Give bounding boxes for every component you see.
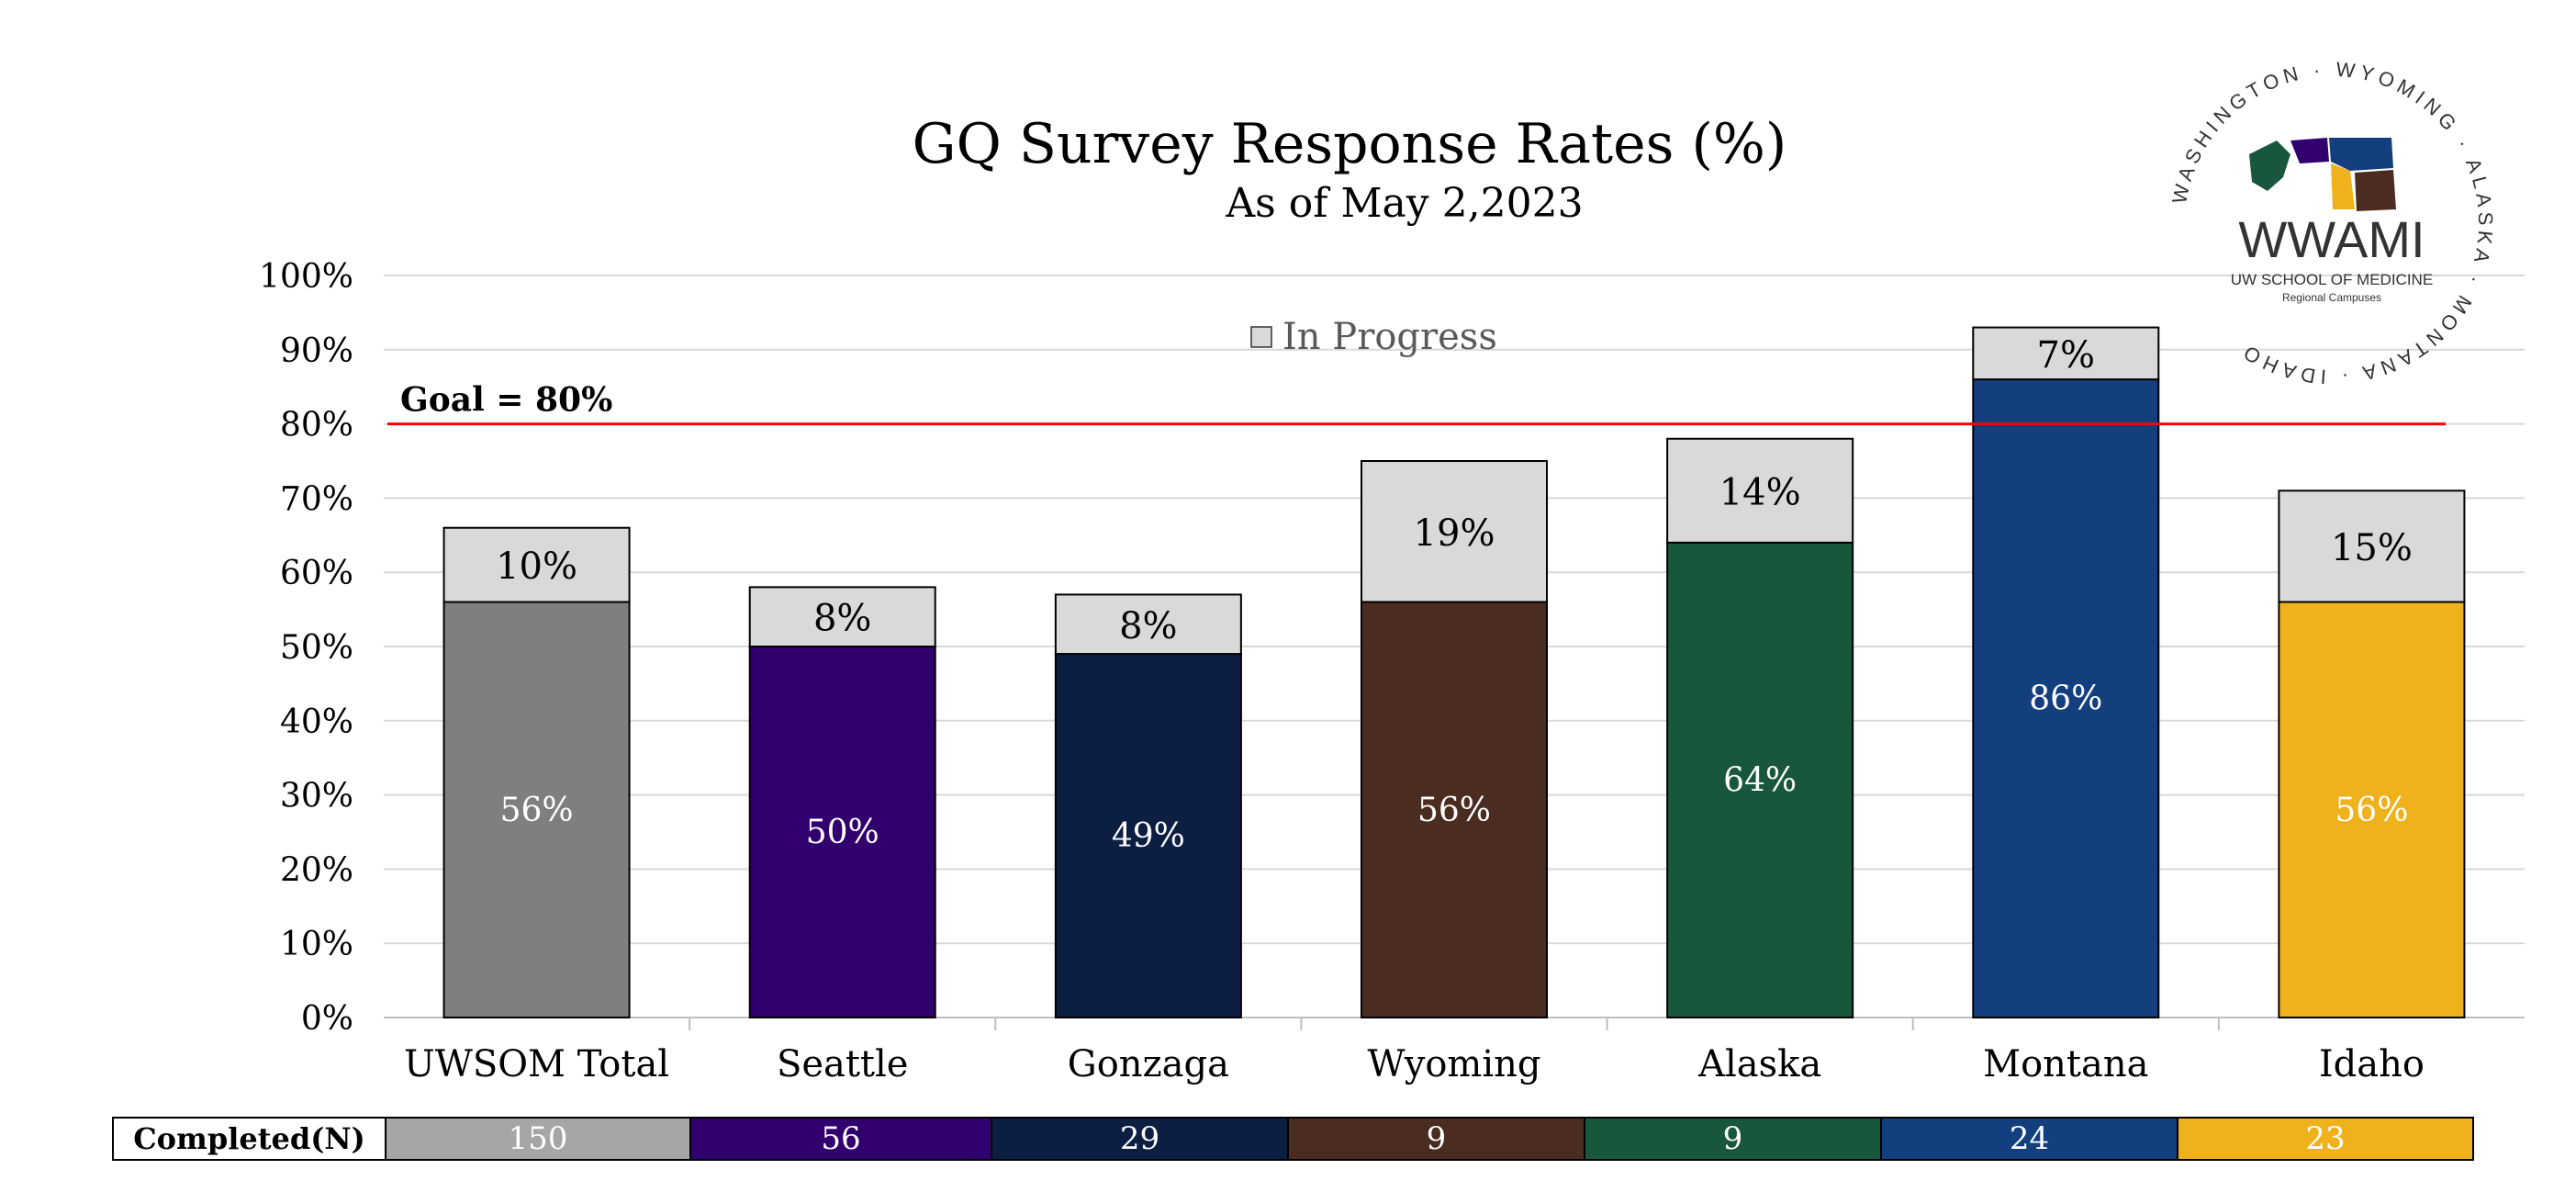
- y-tick-label: 60%: [280, 555, 353, 592]
- completed-count-cell: 23: [2177, 1119, 2472, 1159]
- data-label-in-progress: 8%: [1119, 605, 1177, 647]
- x-tick-label: UWSOM Total: [404, 1043, 669, 1085]
- data-label-in-progress: 10%: [496, 545, 577, 588]
- bar-completed: [1666, 541, 1854, 1018]
- x-tick-label: Gonzaga: [1068, 1043, 1229, 1085]
- y-tick-label: 50%: [280, 629, 353, 667]
- y-tick-label: 100%: [259, 258, 353, 296]
- bars: 56% 10% 50% 8% 49% 8% 56% 19% 64% 14% 86% 7% 56% 15%: [442, 326, 2466, 1019]
- legend-label-in-progress: In Progress: [1282, 316, 1497, 358]
- data-label-completed: 56%: [2335, 792, 2408, 829]
- y-tick-label: 90%: [280, 332, 353, 370]
- completed-label: Completed(N): [133, 1121, 365, 1156]
- completed-count-cell: 56: [689, 1119, 991, 1159]
- y-tick-label: 0%: [301, 1000, 353, 1038]
- y-tick-label: 30%: [280, 778, 353, 815]
- data-label-completed: 64%: [1723, 761, 1797, 799]
- x-tick-label: Wyoming: [1367, 1043, 1540, 1085]
- y-axis: 0% 10% 20% 30% 40% 50% 60% 70% 80% 90% 100%: [259, 258, 353, 1038]
- x-axis: UWSOM Total Seattle Gonzaga Wyoming Alaska Mo…: [404, 1018, 2425, 1085]
- completed-count-cell: 150: [385, 1119, 689, 1159]
- y-tick-label: 80%: [280, 407, 353, 444]
- svg-text:UW SCHOOL OF MEDICINE: UW SCHOOL OF MEDICINE: [2231, 271, 2433, 288]
- completed-count-cell: 24: [1880, 1119, 2177, 1159]
- completed-count-cell: 9: [1584, 1119, 1880, 1159]
- data-label-in-progress: 14%: [1719, 471, 1801, 513]
- bar-in-progress: [1972, 326, 2160, 381]
- completed-count-cell: 9: [1287, 1119, 1584, 1159]
- bar-completed: [2278, 601, 2466, 1019]
- y-tick-label: 10%: [280, 926, 353, 963]
- bar-completed: [1972, 378, 2160, 1018]
- y-tick-label: 40%: [280, 703, 353, 741]
- goal-label: Goal = 80%: [400, 381, 612, 420]
- data-label-completed: 86%: [2029, 680, 2102, 718]
- legend: In Progress: [1250, 316, 1497, 358]
- bar-in-progress: [1361, 460, 1548, 603]
- bar-completed: [1054, 653, 1242, 1019]
- bar-in-progress: [1666, 437, 1854, 544]
- data-label-completed: 50%: [806, 814, 879, 851]
- y-tick-label: 20%: [280, 851, 353, 889]
- goal-line-group: Goal = 80%: [387, 381, 2446, 426]
- legend-swatch: [1250, 326, 1272, 348]
- data-label-completed: 56%: [1417, 792, 1491, 829]
- y-tick-label: 70%: [280, 480, 353, 518]
- x-tick-label: Montana: [1983, 1043, 2148, 1085]
- svg-text:Regional Campuses: Regional Campuses: [2282, 291, 2381, 304]
- data-label-in-progress: 7%: [2037, 334, 2095, 377]
- data-label-in-progress: 19%: [1414, 512, 1495, 555]
- bar-in-progress: [1054, 593, 1242, 656]
- x-tick-label: Idaho: [2319, 1043, 2425, 1085]
- svg-text:WWAMI: WWAMI: [2238, 210, 2425, 268]
- data-label-in-progress: 8%: [813, 598, 871, 640]
- chart-title: GQ Survey Response Rates (%): [913, 112, 1787, 176]
- data-label-completed: 56%: [500, 792, 574, 829]
- data-label-in-progress: 15%: [2331, 527, 2413, 569]
- bar-completed: [748, 646, 936, 1018]
- wwami-logo: WASHINGTON · WYOMING · ALASKA · MONTANA …: [2162, 53, 2502, 393]
- chart-subtitle: As of May 2,2023: [1225, 180, 1583, 227]
- bar-in-progress: [442, 526, 631, 603]
- bar-completed: [1361, 601, 1548, 1019]
- bar-in-progress: [748, 586, 936, 647]
- x-tick-label: Seattle: [777, 1043, 909, 1085]
- completed-count-cell: 29: [991, 1119, 1287, 1159]
- bar-completed: [442, 601, 631, 1019]
- bar-in-progress: [2278, 489, 2466, 603]
- x-tick-label: Alaska: [1697, 1043, 1821, 1085]
- completed-table: Completed(N) 150 56 29 9 9 24 23: [112, 1117, 2474, 1161]
- data-label-completed: 49%: [1112, 817, 1185, 855]
